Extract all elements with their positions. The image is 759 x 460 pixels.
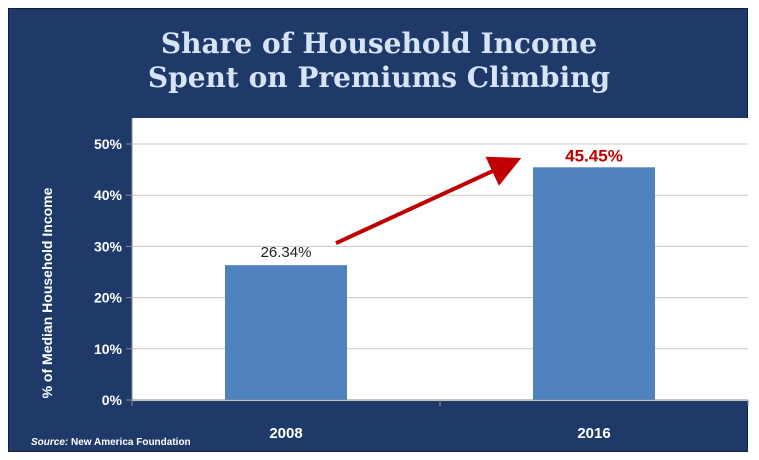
source-text: New America Foundation: [71, 437, 191, 448]
y-tick-label: 20%: [94, 290, 123, 306]
axes: 0% 10% 20% 30% 40% 50% 2008 2016: [94, 118, 749, 442]
trend-arrow: [335, 156, 522, 245]
y-tick-label: 0%: [102, 392, 123, 408]
chart-title: Share of Household Income Spent on Premi…: [9, 27, 749, 95]
bars: [225, 167, 655, 400]
x-tick-label: 2016: [577, 425, 610, 442]
chart-title-line1: Share of Household Income: [160, 27, 598, 60]
chart-title-line2: Spent on Premiums Climbing: [147, 61, 611, 94]
labels: 26.34% 45.45%: [261, 146, 623, 261]
data-label-highlight: 45.45%: [565, 146, 623, 165]
bar: [225, 265, 347, 400]
data-label: 26.34%: [261, 244, 312, 261]
source-note: Source: New America Foundation: [31, 437, 191, 448]
y-tick-label: 10%: [94, 341, 123, 357]
bar: [533, 167, 655, 400]
y-tick-label: 40%: [94, 187, 123, 203]
plot-area: [132, 118, 748, 401]
y-tick-label: 30%: [94, 238, 123, 254]
y-tick-label: 50%: [94, 136, 123, 152]
source-prefix: Source:: [31, 437, 69, 448]
x-tick-label: 2008: [269, 425, 302, 442]
